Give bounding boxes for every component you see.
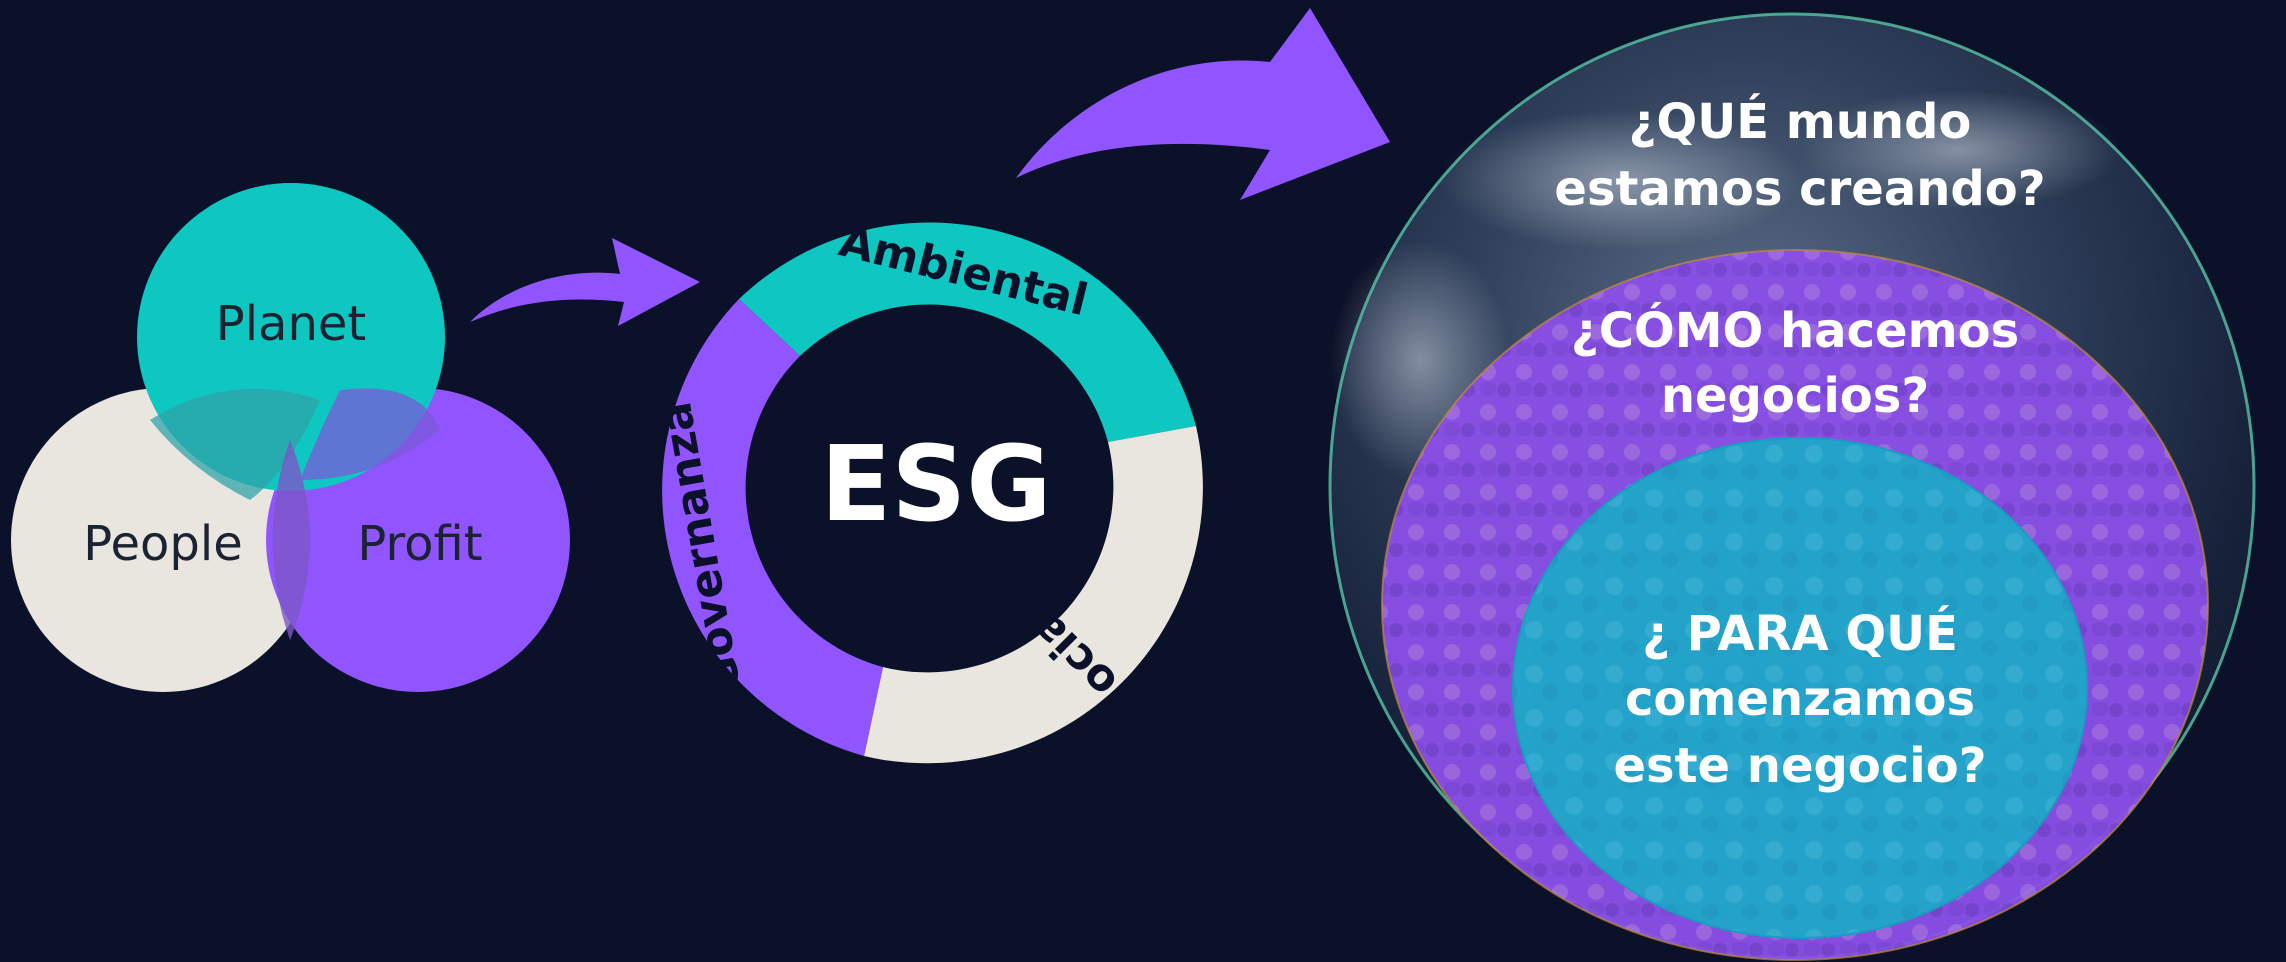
ring-segment-ambiental — [739, 222, 1196, 442]
globe-outer-line-2: estamos creando? — [1554, 161, 2045, 217]
esg-ring: ESG Ambiental Social Governanza — [650, 216, 1203, 764]
arrow-small — [470, 238, 700, 326]
globe-middle-line-2: negocios? — [1661, 368, 1929, 424]
globe: ¿QUÉ mundo estamos creando? ¿CÓMO hacemo… — [1328, 12, 2256, 961]
globe-inner-layer — [1513, 438, 2087, 938]
venn-diagram: Planet People Profit — [11, 183, 570, 692]
globe-inner-line-1: ¿ PARA QUÉ — [1642, 605, 1958, 662]
globe-cloud — [1440, 110, 1800, 250]
globe-middle-layer-outline — [1381, 249, 2209, 961]
arrow-large — [1016, 8, 1390, 200]
ring-segment-social — [864, 426, 1203, 764]
esg-center-label: ESG — [820, 423, 1051, 545]
venn-overlap — [272, 440, 310, 640]
globe-outer-line-1: ¿QUÉ mundo — [1629, 93, 1972, 150]
venn-overlap — [150, 388, 320, 500]
venn-label-profit: Profit — [357, 516, 482, 572]
globe-cloud — [1800, 90, 2120, 210]
globe-inner-line-2: comenzamos — [1625, 671, 1975, 727]
globe-middle-line-1: ¿CÓMO hacemos — [1571, 302, 2019, 359]
venn-label-people: People — [83, 516, 242, 572]
venn-label-planet: Planet — [216, 296, 366, 352]
venn-overlap — [300, 388, 440, 480]
ring-segment-governanza — [662, 299, 883, 756]
globe-inner-line-3: este negocio? — [1613, 738, 1986, 794]
globe-inner-layer-outline — [1512, 437, 2088, 939]
